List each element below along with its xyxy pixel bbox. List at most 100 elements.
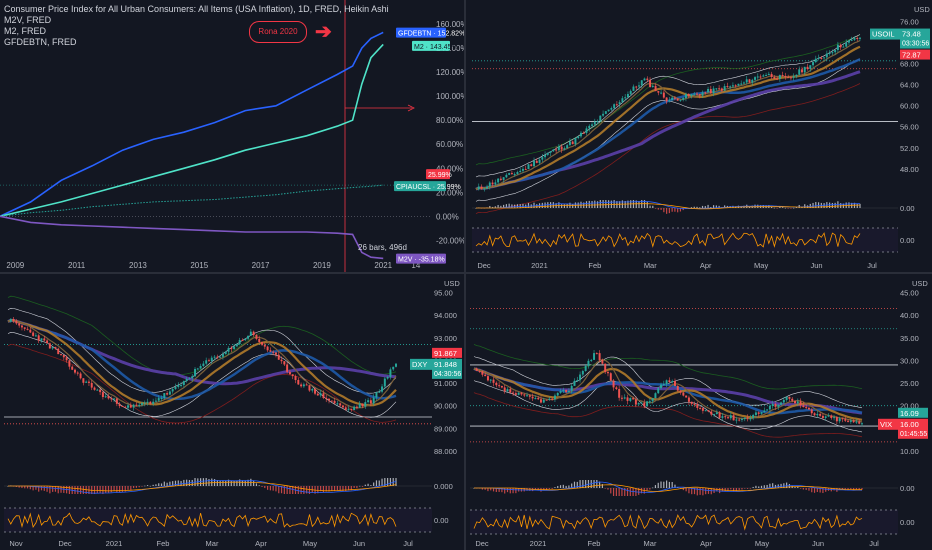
candle-body [588,125,591,129]
x-tick-label: May [303,539,317,548]
oscillator-bar [677,208,679,213]
legend-item-m2[interactable]: M2, FRED [4,26,47,36]
x-tick-label: Nov [9,539,23,548]
candle-body [593,353,596,360]
x-tick-label: Jul [403,539,413,548]
oscillator-bar [741,488,743,490]
candle-body [855,421,858,423]
oscillator-bar [763,485,765,488]
candle-body [825,53,828,58]
usoil-low-tag [900,49,930,60]
y-tick-label: 40.00 [900,311,919,320]
candle-body [185,378,188,382]
candle-body [806,66,809,69]
oscillator-bar [668,208,670,214]
candle-body [651,85,654,88]
oscillator-bar [654,485,657,488]
candle-body [635,86,638,88]
vix-last: 16.09 [900,409,919,418]
candle-body [347,408,350,410]
candle-body [662,92,665,98]
oscillator-bar [554,487,556,488]
vix-chart[interactable]: 45.0040.0035.0030.0025.0020.0015.0010.00… [466,274,932,550]
candle-body [524,168,527,170]
oscillator2-tick: 0.00 [434,516,449,525]
candle-body [773,76,776,79]
candle-body [481,371,484,375]
oscillator-bar [359,485,361,487]
oscillator-bar [677,487,679,488]
candle-body [316,393,319,396]
candle-body [823,57,826,59]
oscillator-bar [29,486,31,490]
x-tick-label: Dec [58,539,72,548]
measure-annotation[interactable]: 26 bars, 496d [358,243,407,252]
oscillator-bar [549,202,552,208]
oscillator-bar [497,204,499,208]
oscillator-bar [557,485,559,488]
candle-body [821,415,824,418]
candle-body [861,423,863,425]
oscillator-bar [776,208,778,209]
oscillator-bar [735,488,737,491]
candle-body [568,141,571,146]
oscillator-bar [831,202,833,208]
oscillator-bar [389,478,392,486]
candle-body [528,395,531,397]
oscillator-bar [599,200,601,208]
measure-arrowhead [407,104,415,112]
oscillator-bar [135,486,138,488]
oscillator-bar [777,484,779,488]
ma-medium [473,367,863,421]
rona-2020-annotation[interactable]: Rona 2020 [249,21,307,43]
price-label-text: GFDEBTN · 152.82% [398,31,464,38]
candle-body [113,398,116,400]
candle-body [353,406,356,411]
candle-body [620,397,623,399]
legend-item-gfdebtn[interactable]: GFDEBTN, FRED [4,37,77,47]
x-tick-label: Mar [206,539,219,548]
candle-body [626,397,629,401]
candle-body [676,385,679,391]
candle-body [626,94,629,98]
candle-body [85,381,88,383]
oscillator-bar [853,488,855,490]
y-tick-label: 91.000 [434,379,457,388]
candle-body [776,78,779,80]
oscillator-bar [657,208,659,210]
candle-body [847,40,850,43]
candle-body [831,52,834,54]
candle-body [742,82,745,84]
candle-body [277,354,280,360]
candle-body [497,178,500,183]
macro-comparison-chart[interactable]: 160.00% 14 0.00% 120.00% 100.00% 80.00% 60.00%… [0,0,464,272]
panel-divider-horizontal[interactable] [0,272,932,274]
legend-item-m2v[interactable]: M2V, FRED [4,15,52,25]
oscillator-bar [515,488,517,494]
candle-body [526,395,529,397]
oscillator-bar [552,202,554,208]
usoil-chart[interactable]: 76.0072.0068.0064.0060.0056.0052.0048.00… [466,0,932,272]
candle-body [612,380,615,388]
candle-body [654,85,657,92]
candle-body [847,420,850,422]
oscillator-bar [149,485,151,487]
candle-body [766,409,769,411]
candle-body [618,388,621,398]
candle-body [521,168,524,171]
oscillator-bar [802,488,804,490]
candle-body [510,173,513,175]
oscillator-bar [548,488,550,489]
candle-body [777,404,780,407]
oscillator-bar [772,483,774,488]
panel-divider-vertical[interactable] [464,0,466,550]
candle-body [252,331,255,336]
y-tick-label: 90.000 [434,402,457,411]
oscillator-bar [784,207,787,209]
candle-body [372,397,375,404]
candle-body [395,363,397,367]
dxy-chart[interactable]: 95.0094.00093.00092.00091.00090.00089.00… [0,274,464,550]
x-tick-label: Jul [869,539,879,548]
x-tick-label: 2015 [190,261,208,270]
oscillator-bar [163,481,165,486]
